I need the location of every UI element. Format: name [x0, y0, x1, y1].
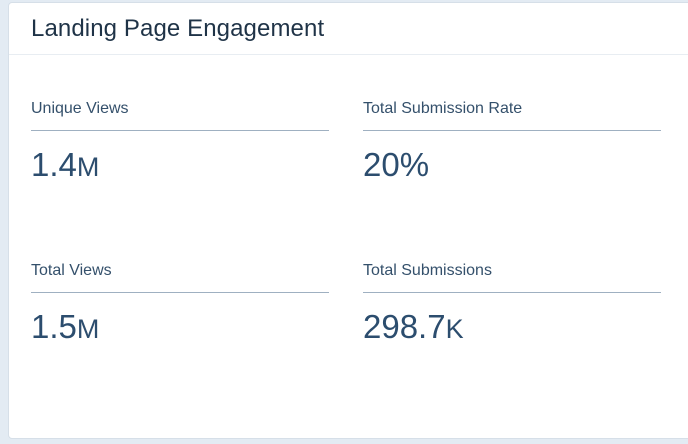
metric-number: 20% [363, 146, 430, 183]
metric-value: 298.7K [363, 309, 661, 347]
metric-unique-views: Unique Views 1.4M [31, 96, 329, 185]
engagement-card: Landing Page Engagement Unique Views 1.4… [8, 2, 688, 439]
metric-label: Total Submissions [363, 262, 492, 279]
metric-suffix: M [76, 314, 100, 344]
divider [31, 292, 329, 293]
metric-total-submissions: Total Submissions 298.7K [363, 258, 661, 347]
metric-suffix: M [76, 152, 100, 182]
card-header: Landing Page Engagement [9, 3, 688, 55]
metric-total-views: Total Views 1.5M [31, 258, 329, 347]
metric-label: Unique Views [31, 100, 129, 117]
metric-value: 1.5M [31, 309, 329, 347]
metric-label: Total Submission Rate [363, 100, 523, 117]
metric-total-submission-rate: Total Submission Rate 20% [363, 96, 661, 185]
card-title: Landing Page Engagement [31, 14, 325, 42]
metric-number: 1.5 [31, 308, 77, 345]
metric-number: 1.4 [31, 146, 77, 183]
divider [31, 130, 329, 131]
divider [363, 292, 661, 293]
metric-value: 1.4M [31, 147, 329, 185]
metric-label: Total Views [31, 262, 112, 279]
metric-value: 20% [363, 147, 661, 185]
metric-suffix: K [445, 314, 464, 344]
divider [363, 130, 661, 131]
metric-number: 298.7 [363, 308, 446, 345]
